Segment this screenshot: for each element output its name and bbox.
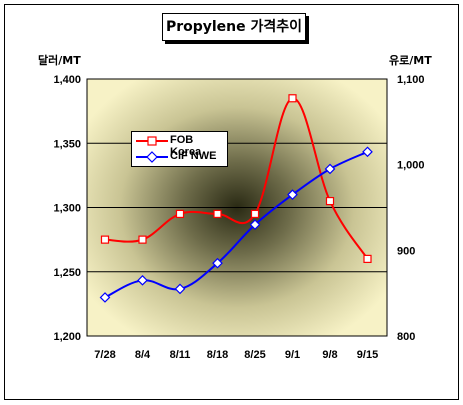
right-axis-tick-label: 1,000 xyxy=(397,160,425,172)
x-axis-tick-label: 9/8 xyxy=(322,349,337,361)
data-point-fob-korea xyxy=(325,196,335,206)
x-axis-tick-label: 9/15 xyxy=(357,349,378,361)
legend: FOB Korea CIF NWE xyxy=(131,131,228,167)
x-axis-tick-label: 8/11 xyxy=(170,349,191,361)
left-axis-tick-label: 1,200 xyxy=(53,331,81,343)
x-axis-tick-label: 8/25 xyxy=(244,349,265,361)
data-point-cif-nwe xyxy=(174,283,186,295)
data-point-cif-nwe xyxy=(249,219,261,230)
left-axis-unit-label: 달러/MT xyxy=(38,54,81,67)
data-point-fob-korea xyxy=(363,254,372,263)
data-point-cif-nwe xyxy=(99,292,111,303)
left-axis-tick-label: 1,350 xyxy=(53,138,81,150)
data-point-fob-korea xyxy=(288,94,297,103)
right-axis-tick-label: 1,100 xyxy=(397,74,425,86)
data-point-cif-nwe xyxy=(324,163,336,175)
legend-item-fob-korea: FOB Korea xyxy=(132,133,227,158)
legend-item-cif-nwe: CIF NWE xyxy=(132,149,227,165)
x-axis-tick-label: 9/1 xyxy=(285,349,300,361)
left-axis-tick-label: 1,250 xyxy=(53,267,81,279)
right-axis-tick-label: 800 xyxy=(397,331,415,343)
x-axis-tick-label: 8/18 xyxy=(207,349,228,361)
data-point-fob-korea xyxy=(100,235,110,244)
data-point-fob-korea xyxy=(250,209,260,219)
data-point-cif-nwe xyxy=(362,146,373,158)
axis-labels: 1,200 1,250 1,300 1,350 1,400 800 900 1,000 1,10… xyxy=(53,74,424,361)
left-axis-tick-label: 1,300 xyxy=(53,203,81,215)
data-point-fob-korea xyxy=(213,209,222,219)
left-axis-tick-label: 1,400 xyxy=(53,74,81,86)
x-axis-tick-label: 7/28 xyxy=(94,349,115,361)
x-axis-tick-label: 8/4 xyxy=(135,349,151,361)
chart-title: Propylene 가격추이 xyxy=(162,13,306,41)
data-point-fob-korea xyxy=(138,235,147,244)
legend-label-cif-nwe: CIF NWE xyxy=(170,150,217,162)
right-axis-tick-label: 900 xyxy=(397,245,415,257)
data-point-cif-nwe xyxy=(287,189,298,200)
data-point-cif-nwe xyxy=(212,257,223,269)
data-point-fob-korea xyxy=(175,209,185,219)
series-lines xyxy=(99,94,373,303)
right-axis-unit-label: 유로/MT xyxy=(389,54,432,67)
legend-label-fob-korea: FOB Korea xyxy=(170,134,202,158)
data-point-cif-nwe xyxy=(137,274,148,286)
